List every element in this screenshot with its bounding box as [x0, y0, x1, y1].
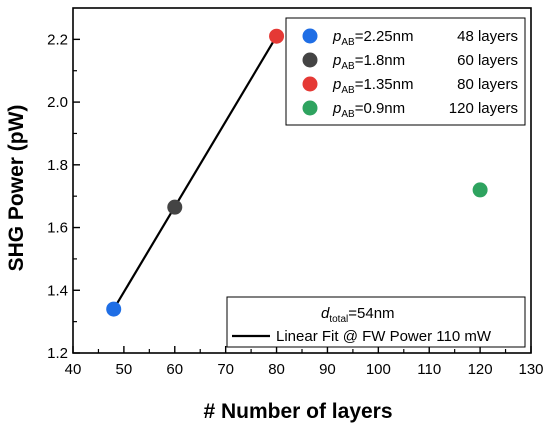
x-tick-label: 100 — [366, 361, 391, 378]
legend-label-italic: p — [332, 28, 341, 45]
legend-label-italic: p — [332, 100, 341, 117]
legend-marker — [302, 76, 318, 92]
data-point-80-layers — [269, 28, 285, 44]
tick-labels: 40 50 60 70 80 90 100 110 120 130 1.2 1.4 1.6 1.8 2.0 2… — [47, 31, 543, 378]
legend-label-rest: =0.9nm — [355, 100, 405, 117]
x-tick-label: 120 — [468, 361, 493, 378]
x-tick-label: 50 — [116, 361, 133, 378]
legend-label-rest: =2.25nm — [355, 28, 414, 45]
y-tick-label: 1.6 — [47, 220, 68, 237]
legend-label-subscript: AB — [341, 61, 355, 72]
x-axis-title: # Number of layers — [203, 400, 392, 423]
legend-label-subscript: AB — [341, 37, 355, 48]
x-tick-label: 70 — [217, 361, 234, 378]
annotation-rest: =54nm — [348, 305, 394, 322]
x-tick-label: 80 — [268, 361, 285, 378]
data-point-60-layers — [167, 199, 183, 215]
x-tick-label: 90 — [319, 361, 336, 378]
linear-fit-line — [112, 35, 278, 310]
legend-label: pAB=1.8nm — [332, 52, 405, 72]
annotation-italic: d — [321, 305, 330, 322]
legend-marker — [302, 28, 318, 44]
legend-label: pAB=2.25nm — [332, 28, 413, 48]
y-tick-label: 1.4 — [47, 282, 68, 299]
legend-label: pAB=1.35nm — [332, 76, 413, 96]
annotation-subscript: total — [329, 314, 348, 325]
x-tick-label: 130 — [518, 361, 543, 378]
legend-label: pAB=0.9nm — [332, 100, 405, 120]
fit-legend-box — [226, 296, 526, 348]
fit-legend: dtotal=54nm Linear Fit @ FW Power 110 mW — [226, 296, 526, 348]
legend-label-italic: p — [332, 52, 341, 69]
legend-label-italic: p — [332, 76, 341, 93]
y-tick-label: 1.2 — [47, 345, 68, 362]
legend-label-subscript: AB — [341, 85, 355, 96]
legend-label-rest: =1.8nm — [355, 52, 405, 69]
legend-box — [285, 17, 526, 126]
axis-ticks — [72, 38, 532, 354]
legend-marker — [302, 100, 318, 116]
x-tick-label: 60 — [166, 361, 183, 378]
fit-legend-annotation: dtotal=54nm — [321, 305, 395, 325]
fit-legend-label: Linear Fit @ FW Power 110 mW — [276, 328, 492, 345]
legend-label-rest: =1.35nm — [355, 76, 414, 93]
legend-marker — [302, 52, 318, 68]
x-tick-label: 40 — [65, 361, 82, 378]
legend-layers-label: 60 layers — [457, 52, 518, 69]
legend-layers-label: 120 layers — [449, 100, 518, 117]
data-points — [106, 28, 488, 317]
legend-label-subscript: AB — [341, 109, 355, 120]
y-axis-title: SHG Power (pW) — [5, 105, 28, 272]
y-tick-label: 1.8 — [47, 157, 68, 174]
legend-layers-label: 80 layers — [457, 76, 518, 93]
legend-layers-label: 48 layers — [457, 28, 518, 45]
data-point-48-layers — [106, 301, 122, 317]
y-tick-label: 2.0 — [47, 94, 68, 111]
data-point-120-layers — [472, 182, 488, 198]
x-tick-label: 110 — [417, 361, 441, 378]
y-tick-label: 2.2 — [47, 31, 68, 48]
